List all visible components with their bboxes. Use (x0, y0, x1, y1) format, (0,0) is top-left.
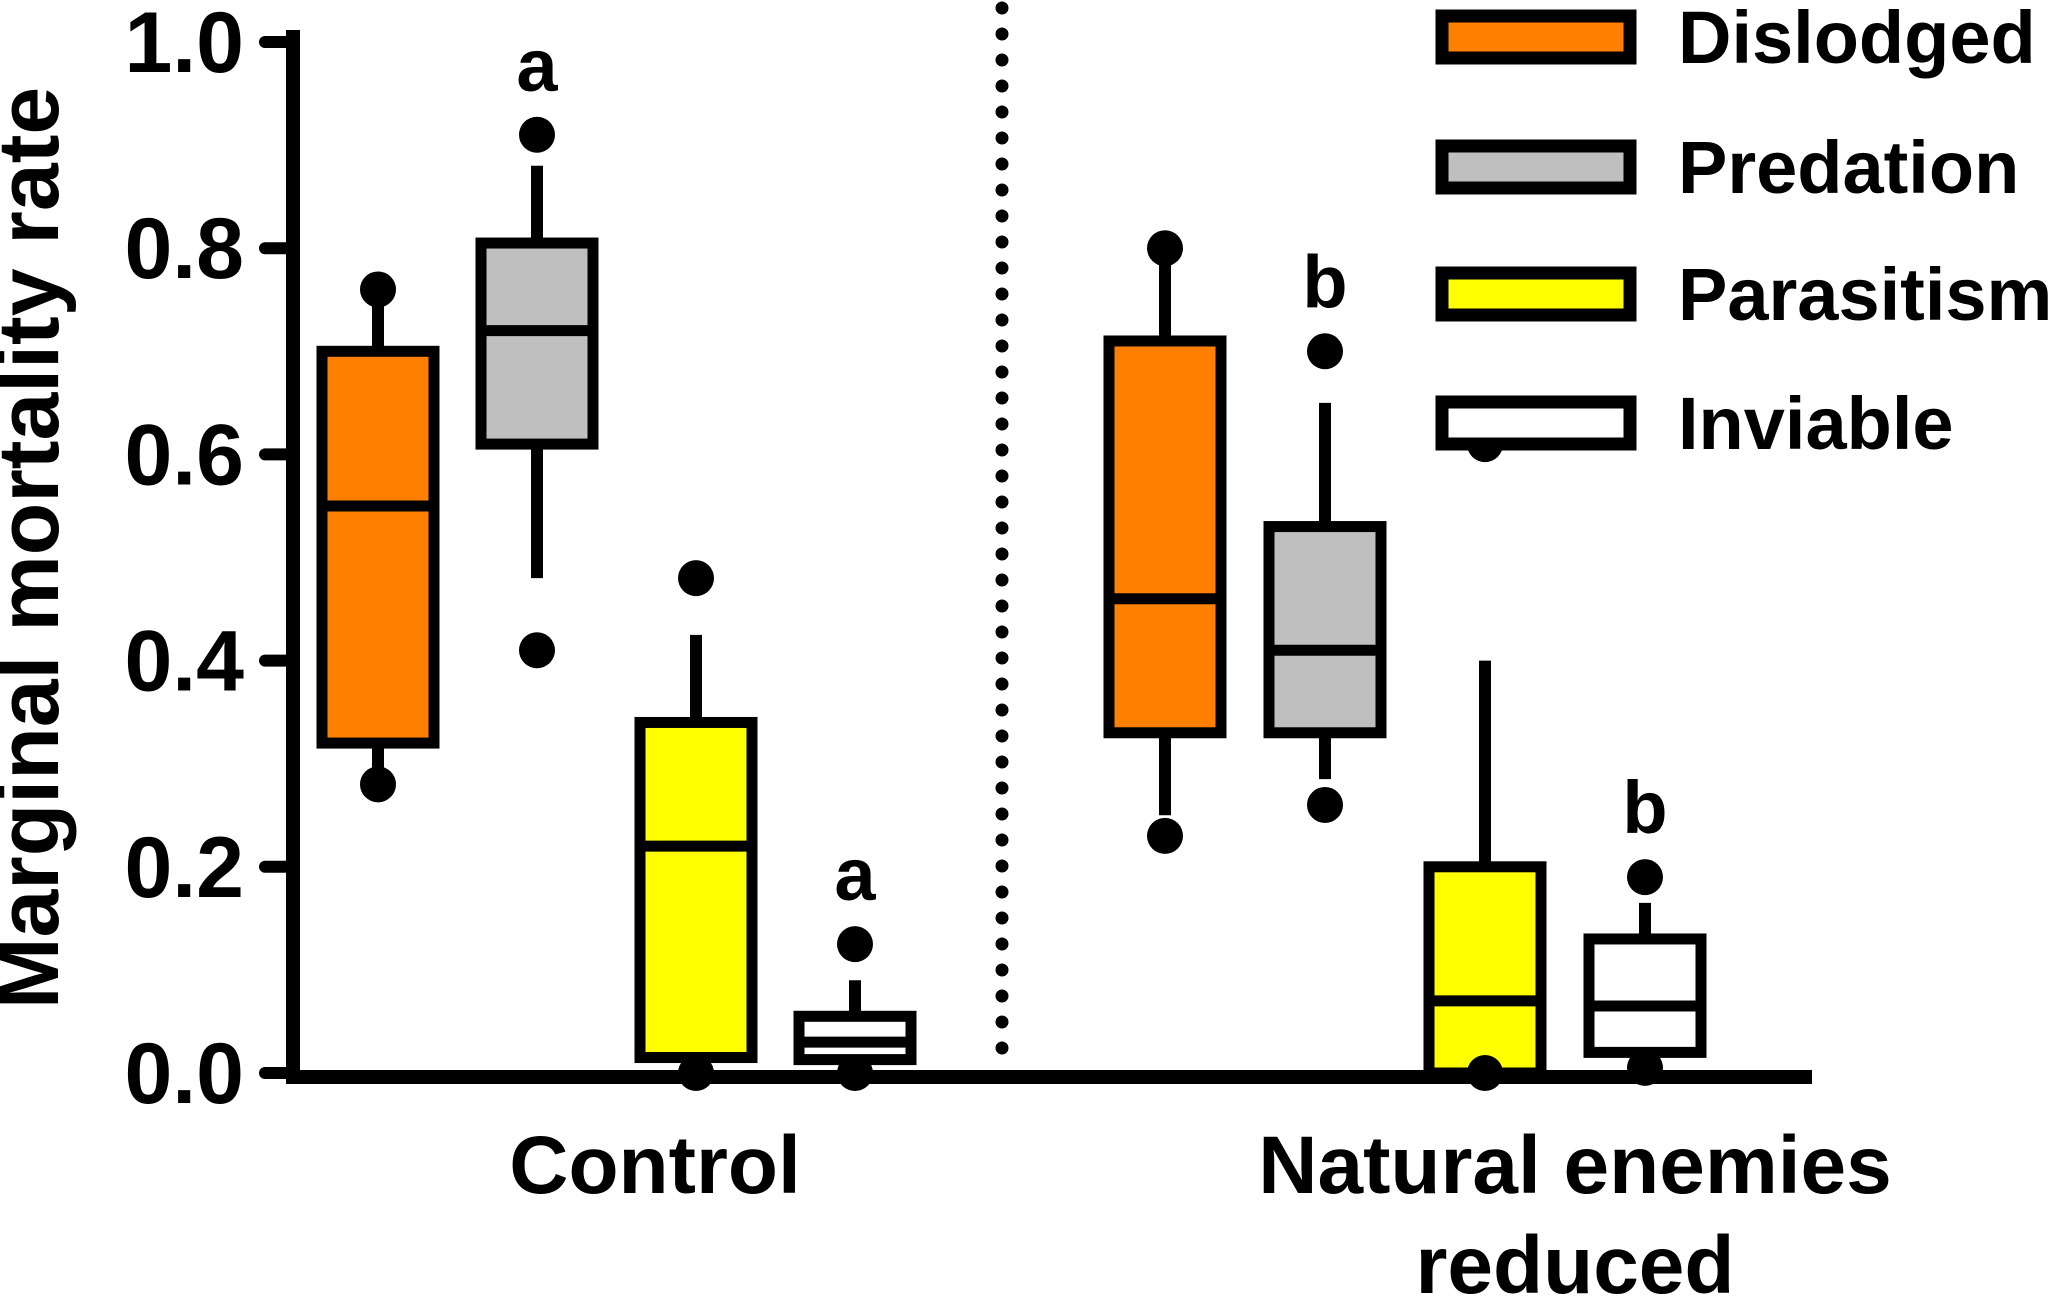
box-natural-enemies-reduced-dislodged-iqr-box (1103, 335, 1227, 739)
x-group-label-natural-enemies-reduced: Natural enemies (1258, 1120, 1892, 1211)
box-natural-enemies-reduced-predation-outlier-dot (1307, 333, 1343, 370)
box-natural-enemies-reduced-predation (1263, 333, 1387, 823)
y-tick-label: 0.4 (124, 614, 244, 710)
box-natural-enemies-reduced-parasitism-iqr-box (1423, 861, 1547, 1079)
box-control-predation-significance-letter: a (516, 24, 558, 107)
y-tick-label: 0.8 (124, 201, 244, 297)
legend-label-inviable: Inviable (1678, 382, 1954, 465)
box-natural-enemies-reduced-inviable-outlier-dot (1627, 1049, 1663, 1086)
box-natural-enemies-reduced-predation-iqr-box (1263, 521, 1387, 739)
legend (1435, 9, 1637, 451)
y-tick-label: 0.6 (124, 407, 244, 503)
box-natural-enemies-reduced-inviable (1583, 859, 1707, 1086)
box-control-inviable-outlier-dot (837, 926, 873, 963)
box-natural-enemies-reduced-dislodged-outlier-dot (1147, 817, 1183, 854)
legend-label-dislodged: Dislodged (1678, 0, 2036, 79)
box-natural-enemies-reduced-dislodged (1103, 230, 1227, 854)
box-natural-enemies-reduced-inviable-iqr-box (1583, 933, 1707, 1058)
legend-label-parasitism: Parasitism (1678, 253, 2052, 336)
x-group-label-natural-enemies-reduced: reduced (1416, 1220, 1735, 1305)
box-control-dislodged-outlier-dot (360, 766, 396, 803)
box-control-predation-outlier-dot (519, 116, 555, 153)
box-control-inviable-outlier-dot (837, 1055, 873, 1091)
box-natural-enemies-reduced-inviable-outlier-dot (1627, 859, 1663, 896)
legend-swatch-predation (1435, 139, 1637, 195)
legend-swatch-dislodged (1435, 9, 1637, 65)
box-control-parasitism-outlier-dot (678, 1055, 714, 1091)
box-control-predation (475, 116, 599, 669)
box-control-dislodged (316, 271, 440, 803)
box-control-parasitism (634, 560, 758, 1091)
legend-swatch-parasitism (1435, 266, 1637, 322)
box-natural-enemies-reduced-parasitism-outlier-dot (1467, 1055, 1503, 1091)
box-control-predation-iqr-box (475, 237, 599, 450)
box-natural-enemies-reduced-dislodged-outlier-dot (1147, 230, 1183, 267)
legend-swatch-inviable (1435, 395, 1637, 451)
box-natural-enemies-reduced-inviable-significance-letter: b (1622, 766, 1667, 849)
box-control-inviable (793, 926, 917, 1091)
x-group-label-control: Control (509, 1120, 800, 1211)
y-axis-title: Marginal mortality rate (0, 87, 77, 1009)
box-natural-enemies-reduced-predation-significance-letter: b (1302, 240, 1347, 323)
box-natural-enemies-reduced-predation-outlier-dot (1307, 786, 1343, 823)
box-control-predation-outlier-dot (519, 632, 555, 669)
y-tick-label: 1.0 (124, 0, 244, 91)
box-natural-enemies-reduced-parasitism (1423, 426, 1547, 1091)
legend-label-predation: Predation (1678, 126, 2019, 209)
y-tick-label: 0.2 (124, 820, 244, 916)
box-control-dislodged-outlier-dot (360, 271, 396, 308)
y-tick-label: 0.0 (124, 1026, 244, 1122)
box-control-dislodged-iqr-box (316, 345, 440, 749)
box-control-inviable-significance-letter: a (834, 833, 876, 916)
box-control-parasitism-outlier-dot (678, 560, 714, 597)
box-control-parasitism-iqr-box (634, 716, 758, 1064)
